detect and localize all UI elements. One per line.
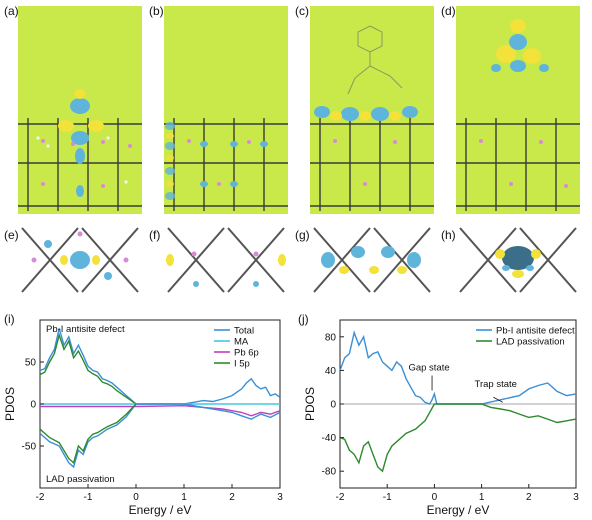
x-tick-label-i: 0	[133, 492, 139, 503]
y-tick-label-i: 50	[25, 358, 37, 369]
top-view-panel-f	[164, 224, 288, 296]
y-tick-label-j: -40	[322, 433, 337, 444]
legend-label-i: I 5p	[234, 359, 250, 370]
y-tick-label-j: 40	[325, 366, 337, 377]
series-line-j-1	[339, 403, 577, 473]
chart-i-xlabel: Energy / eV	[129, 503, 192, 517]
panel-label-b: (b)	[149, 4, 164, 18]
pdos-chart-j: -2 -1 0 1 2 3 80 40 0 -40 -80 Energy / eV PDOS Ga…	[303, 319, 579, 517]
x-tick-label-i: 3	[277, 492, 283, 503]
legend-label-i: Total	[234, 326, 254, 337]
top-view-image-e	[18, 224, 142, 296]
panel-label-f: (f)	[149, 228, 161, 242]
series-line-i-2	[40, 404, 281, 417]
panel-label-g: (g)	[295, 228, 310, 242]
top-view-image-h	[456, 224, 580, 296]
chart-j-annotation-trap-state: Trap state	[475, 379, 517, 390]
legend-label-i: Pb 6p	[234, 348, 259, 359]
series-line-i-0	[39, 328, 281, 405]
x-tick-label-j: 1	[479, 492, 485, 503]
charge-density-image-d	[456, 6, 580, 214]
x-tick-label-i: -1	[84, 492, 93, 503]
legend-label-i: MA	[234, 337, 249, 348]
panel-label-a: (a)	[4, 4, 19, 18]
chart-j-xlabel: Energy / eV	[427, 503, 490, 517]
top-view-image-f	[164, 224, 288, 296]
series-line-i-1	[39, 332, 137, 405]
x-tick-label-j: -2	[336, 492, 345, 503]
charge-density-panel-b	[164, 6, 288, 214]
x-tick-label-j: -1	[383, 492, 392, 503]
top-view-panel-g	[310, 224, 434, 296]
x-tick-label-i: 1	[181, 492, 187, 503]
y-tick-label-i: -50	[22, 442, 37, 453]
charge-density-panel-d	[456, 6, 580, 214]
x-tick-label-i: 2	[229, 492, 235, 503]
x-tick-label-j: 0	[432, 492, 438, 503]
panel-label-j: (j)	[298, 312, 309, 326]
chart-i-annotation-passivation: LAD passivation	[46, 474, 115, 485]
panel-label-h: (h)	[441, 228, 456, 242]
series-line-j-0	[339, 330, 577, 405]
panel-label-d: (d)	[441, 4, 456, 18]
trap-state-arrow	[493, 396, 504, 403]
charge-density-panel-c	[310, 6, 434, 214]
legend-label-j: LAD passivation	[496, 337, 565, 348]
top-view-panel-h	[456, 224, 580, 296]
legend-label-j: Pb-I antisite defect	[496, 326, 575, 337]
panel-label-i: (i)	[4, 312, 15, 326]
x-tick-label-i: -2	[36, 492, 45, 503]
series-line-i-4	[39, 403, 281, 469]
charge-density-image-b	[164, 6, 288, 214]
chart-i-annotation-defect: Pb-I antisite defect	[46, 324, 125, 335]
pdos-chart-i: -2 -1 0 1 2 3 50 0 -50 Energy / eV PDOS Pb-I an…	[3, 319, 283, 517]
y-tick-label-j: -80	[322, 467, 337, 478]
y-tick-label-j: 0	[330, 400, 336, 411]
panel-label-c: (c)	[295, 4, 309, 18]
panel-label-e: (e)	[4, 228, 19, 242]
x-tick-label-j: 3	[573, 492, 579, 503]
charge-density-image-a	[18, 6, 142, 214]
charge-density-image-c	[310, 6, 434, 214]
chart-j-annotation-gap-state: Gap state	[408, 362, 449, 373]
chart-i-ylabel: PDOS	[3, 387, 17, 421]
charge-density-panel-a	[18, 6, 142, 214]
y-tick-label-j: 80	[325, 332, 337, 343]
chart-j-ylabel: PDOS	[303, 387, 317, 421]
top-view-image-g	[310, 224, 434, 296]
top-view-panel-e	[18, 224, 142, 296]
y-tick-label-i: 0	[30, 400, 36, 411]
x-tick-label-j: 2	[526, 492, 532, 503]
series-line-i-5	[39, 403, 137, 465]
